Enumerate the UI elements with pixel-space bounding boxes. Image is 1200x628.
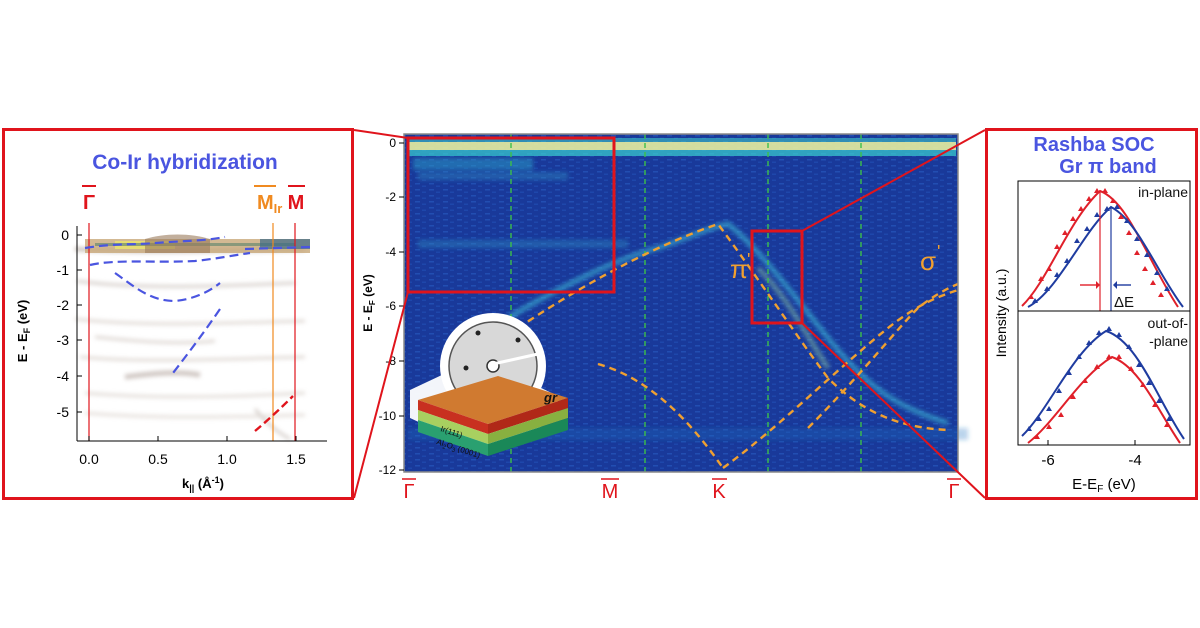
bottom-subplot-label-1: out-of- xyxy=(1148,315,1189,331)
svg-text:-1: -1 xyxy=(57,262,70,278)
center-ytick-labels: 0 -2 -4 -6 -8 -10 -12 xyxy=(379,136,397,477)
svg-text:-4: -4 xyxy=(385,245,396,259)
left-arpes-image xyxy=(61,223,323,441)
svg-text:-10: -10 xyxy=(379,409,397,423)
svg-text:0: 0 xyxy=(389,136,396,150)
left-panel-title: Co-Ir hybridization xyxy=(92,151,278,174)
center-band-sigma-prime: ' xyxy=(937,242,940,262)
svg-text:0.5: 0.5 xyxy=(148,451,168,467)
left-sym-mir: MIr xyxy=(254,185,282,216)
center-panel-plot: π ' σ ' 0 -2 -4 -6 -8 xyxy=(361,133,968,503)
right-panel: Rashba SOC Gr π band xyxy=(985,128,1198,500)
left-xlabel: k|| (Å-1) xyxy=(182,475,224,493)
svg-text:-2: -2 xyxy=(57,297,70,313)
left-red-dashed-band xyxy=(254,395,294,432)
right-xtick-labels: -6 -4 xyxy=(1041,452,1141,469)
center-sym-labels: Γ M K Γ xyxy=(402,478,961,503)
top-red-markers xyxy=(1028,188,1164,299)
left-sym-gamma: Γ xyxy=(82,185,96,214)
right-xticks xyxy=(1047,440,1136,445)
top-subplot-label: in-plane xyxy=(1138,184,1188,200)
svg-text:-4: -4 xyxy=(1128,452,1141,469)
center-ylabel: E - EF (eV) xyxy=(361,274,377,332)
bottom-red-markers xyxy=(1034,354,1170,439)
top-blue-markers xyxy=(1032,204,1170,303)
center-band-sigma: σ xyxy=(920,246,936,276)
delta-arrows xyxy=(1080,281,1131,289)
svg-text:Γ: Γ xyxy=(83,192,95,214)
inset-gr-label: gr xyxy=(543,390,558,405)
center-zoom-box-left xyxy=(406,136,616,294)
left-xtick-labels: 0.0 0.5 1.0 1.5 xyxy=(79,451,306,467)
bottom-subplot-label-2: -plane xyxy=(1149,333,1188,349)
bottom-blue-markers xyxy=(1026,326,1172,431)
left-ytick-labels: 0 -1 -2 -3 -4 -5 xyxy=(57,227,70,420)
left-ylabel: E - EF (eV) xyxy=(15,300,32,363)
svg-text:-8: -8 xyxy=(385,354,396,368)
svg-text:Γ: Γ xyxy=(948,481,959,500)
svg-text:-3: -3 xyxy=(57,332,70,348)
svg-text:M: M xyxy=(602,481,619,500)
delta-label: ΔE xyxy=(1114,294,1134,311)
right-title-line1: Rashba SOC xyxy=(1033,134,1154,156)
svg-text:M: M xyxy=(288,192,305,214)
svg-text:Γ: Γ xyxy=(403,481,414,500)
svg-text:-2: -2 xyxy=(385,190,396,204)
left-sym-m: M xyxy=(288,185,305,214)
left-panel: Co-Ir hybridization Γ MIr M xyxy=(2,128,354,500)
sample-top-graphene xyxy=(418,376,568,424)
bottom-red-fit xyxy=(1027,355,1181,444)
svg-text:1.5: 1.5 xyxy=(286,451,306,467)
center-zoom-box-right xyxy=(750,229,804,325)
right-title-line2: Gr π band xyxy=(1059,156,1157,178)
svg-text:-12: -12 xyxy=(379,463,397,477)
center-band-pi: π xyxy=(730,254,748,284)
svg-text:K: K xyxy=(712,481,726,500)
svg-text:0: 0 xyxy=(61,227,69,243)
svg-text:-6: -6 xyxy=(385,299,396,313)
left-panel-plot: Co-Ir hybridization Γ MIr M xyxy=(15,151,327,493)
left-dashed-bands xyxy=(84,235,311,374)
svg-text:1.0: 1.0 xyxy=(217,451,237,467)
center-inset: gr Ir(111) Al2O3 (0001) xyxy=(410,313,568,460)
right-top-subplot: ΔE in-plane xyxy=(1017,180,1191,312)
svg-text:0.0: 0.0 xyxy=(79,451,99,467)
left-axes xyxy=(76,226,327,442)
center-panel: π ' σ ' 0 -2 -4 -6 -8 xyxy=(358,128,984,503)
svg-text:-6: -6 xyxy=(1041,452,1054,469)
right-xlabel: E-EF (eV) xyxy=(1072,476,1136,495)
right-panel-plot: Rashba SOC Gr π band xyxy=(993,134,1191,495)
svg-text:-5: -5 xyxy=(57,404,70,420)
right-bottom-subplot: out-of- -plane xyxy=(1017,310,1191,446)
svg-text:-4: -4 xyxy=(57,368,70,384)
svg-text:MIr: MIr xyxy=(257,192,282,216)
right-ylabel: Intensity (a.u.) xyxy=(993,269,1009,358)
center-band-pi-prime: ' xyxy=(747,250,750,270)
